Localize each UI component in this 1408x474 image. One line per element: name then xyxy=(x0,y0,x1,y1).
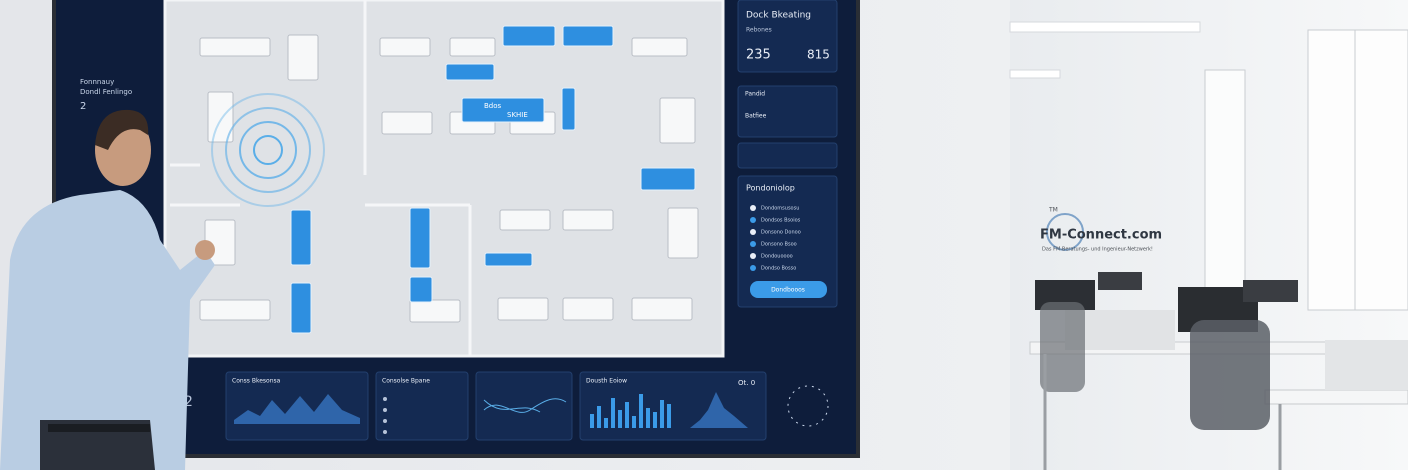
desk-booked xyxy=(461,97,545,123)
scan-rings xyxy=(211,93,325,207)
panel-title: Dousth Eoiow xyxy=(586,378,627,385)
legend-dot xyxy=(750,265,756,271)
bar xyxy=(653,412,657,428)
bar xyxy=(660,400,664,428)
status-title: Pandid xyxy=(745,91,765,98)
desk-booked xyxy=(409,207,431,269)
desk xyxy=(667,207,699,259)
desk-booked xyxy=(445,63,495,81)
desks xyxy=(170,0,699,356)
desk xyxy=(631,297,693,321)
ring-icon xyxy=(787,385,829,427)
legend-item: Dondsos Bsoios xyxy=(761,218,801,224)
legend-dot xyxy=(750,241,756,247)
desk xyxy=(287,34,319,81)
logo-mark: TM xyxy=(1048,207,1058,214)
bar xyxy=(632,416,636,428)
bar xyxy=(625,402,629,428)
desk xyxy=(379,37,431,57)
logo-tagline: Das FM-Beratungs- und Ingenieur-Netzwerk… xyxy=(1042,247,1153,253)
bar xyxy=(646,408,650,428)
floor-plan xyxy=(163,0,725,358)
desk-booked xyxy=(562,25,614,47)
legend-item: Dondouoooo xyxy=(761,254,793,260)
desk xyxy=(449,37,496,57)
desk-label: Bdos xyxy=(484,102,502,110)
legend-item: Donsono Bsoo xyxy=(761,242,797,248)
legend: Dondomsusosu Dondsos Bsoios Donsono Donoo D… xyxy=(750,205,801,272)
status-subtitle: Batfiee xyxy=(745,113,767,120)
bar xyxy=(590,414,594,428)
panel-title: Consolse Bpane xyxy=(382,378,430,385)
desk xyxy=(199,299,271,321)
desk xyxy=(207,91,234,143)
booking-subtitle: Rebones xyxy=(746,27,772,34)
booking-count: 235 xyxy=(746,48,771,63)
desk-booked xyxy=(502,25,556,47)
legend-button-label[interactable]: Dondbooos xyxy=(771,287,805,294)
desk-booked xyxy=(484,252,533,267)
line-chart xyxy=(483,398,567,413)
desk-booked xyxy=(409,276,433,303)
legend-dot xyxy=(750,253,756,259)
bar xyxy=(597,406,601,428)
desk-label: SKHIE xyxy=(507,111,528,119)
desk-booked xyxy=(290,209,312,266)
desk-booked xyxy=(290,282,312,334)
desk xyxy=(497,297,549,321)
legend-dot xyxy=(750,205,756,211)
legend-item: Dondso Bosso xyxy=(761,266,796,272)
bar xyxy=(604,418,608,428)
left-panel-title: Fonnnauy xyxy=(80,78,114,86)
desk-booked xyxy=(561,87,576,131)
legend-dot xyxy=(750,217,756,223)
left-panel-value: 2 xyxy=(80,101,86,112)
legend-button[interactable] xyxy=(750,281,827,298)
person xyxy=(0,109,215,470)
desk xyxy=(631,37,688,57)
legend-item: Donsono Donoo xyxy=(761,230,801,236)
bar xyxy=(639,394,643,428)
desk xyxy=(409,299,461,323)
area-chart xyxy=(690,392,748,428)
legend-item: Dondomsusosu xyxy=(761,206,799,212)
bar-chart xyxy=(590,394,671,428)
desk xyxy=(562,209,614,231)
booking-count: 815 xyxy=(807,48,830,62)
desk xyxy=(562,297,614,321)
desk xyxy=(659,97,696,144)
panel-value: Ot. 0 xyxy=(738,379,755,387)
list-dots xyxy=(383,397,387,434)
desk xyxy=(199,37,271,57)
booking-title: Dock Bkeating xyxy=(746,11,811,21)
legend-title: Pondoniolop xyxy=(746,184,795,193)
desk xyxy=(381,111,433,135)
area-chart xyxy=(234,394,360,424)
left-panel-subtitle: Dondl Fenlingo xyxy=(80,88,132,96)
bar xyxy=(611,398,615,428)
desk xyxy=(499,209,551,231)
desk-booked xyxy=(640,167,696,191)
legend-dot xyxy=(750,229,756,235)
office-details xyxy=(1009,21,1408,470)
sidebar-panels xyxy=(737,0,838,308)
bar xyxy=(667,404,671,428)
logo-name: FM-Connect.com xyxy=(1040,228,1162,243)
stat: 2 xyxy=(184,394,193,410)
bar xyxy=(618,410,622,428)
panel-title: Conss Bkesonsa xyxy=(232,378,281,385)
